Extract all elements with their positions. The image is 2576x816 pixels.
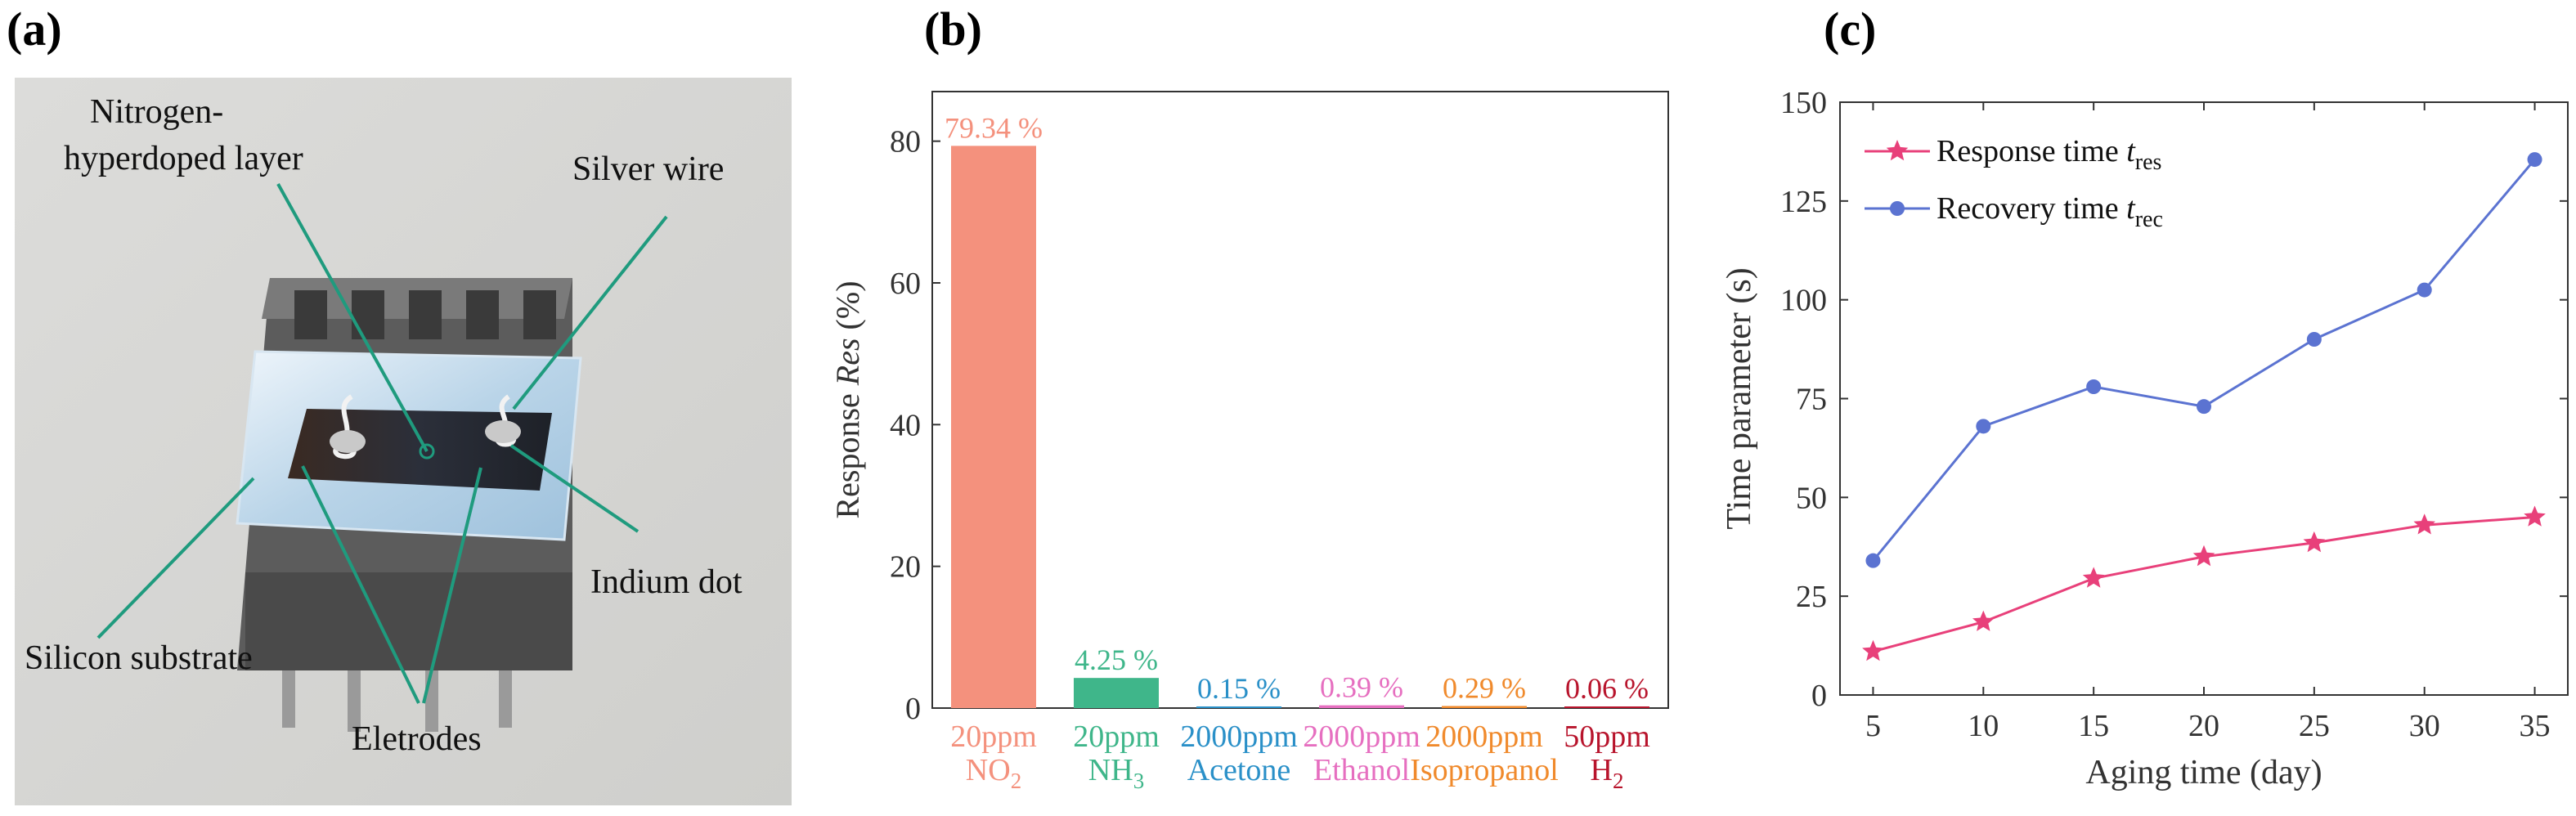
x-tick-label: 35	[2520, 709, 2551, 743]
x-tick-label: 30	[2409, 709, 2440, 743]
y-axis-label: Time parameter (s)	[1721, 267, 1758, 529]
series-res	[1862, 505, 2546, 661]
label-nitrogen-line2: hyperdoped layer	[64, 140, 303, 177]
category-label-line1: 2000ppm	[1180, 720, 1298, 754]
bar	[1442, 706, 1527, 708]
bar-value-label: 0.15 %	[1197, 672, 1281, 705]
panel-label-a: (a)	[7, 2, 62, 56]
star-marker	[2413, 513, 2435, 535]
legend-entry: Recovery time trec	[1936, 191, 2163, 232]
leader-nitrogen	[276, 183, 429, 452]
circle-marker	[2527, 152, 2542, 168]
bar	[1564, 706, 1649, 708]
y-tick-label: 60	[890, 267, 921, 301]
leader-silicon	[96, 477, 255, 639]
star-marker	[2192, 545, 2215, 567]
bar	[1196, 706, 1281, 708]
device-photo: Nitrogen- hyperdoped layer Silver wire I…	[15, 78, 792, 805]
category-label-line1: 50ppm	[1564, 720, 1650, 754]
x-tick-label: 25	[2299, 709, 2330, 743]
star-marker	[1862, 639, 1884, 661]
label-silver-wire: Silver wire	[572, 150, 724, 188]
y-tick-label: 20	[890, 550, 921, 585]
star-marker	[1886, 140, 1909, 161]
star-marker	[2303, 531, 2326, 553]
circle-marker	[1865, 553, 1881, 568]
y-tick-label: 125	[1780, 185, 1827, 219]
y-tick-label: 0	[1811, 679, 1827, 713]
bar	[951, 146, 1036, 709]
bar-value-label: 0.29 %	[1443, 671, 1526, 704]
label-silicon-substrate: Silicon substrate	[25, 639, 253, 677]
panel-b: (b) 0 20 40 60 80 Response Res (%) 79.34 % 20pp…	[818, 0, 1685, 812]
panel-c: (c) 0 25 50 75 100 125 150 5 10 15 20 25 30 35 Aging t…	[1685, 0, 2576, 812]
category-label-line2: H2	[1591, 753, 1624, 793]
indium-dot-left	[330, 430, 366, 453]
socket-pin	[499, 670, 512, 728]
panel-label-c: (c)	[1824, 2, 1877, 56]
category-label-line1: 20ppm	[1073, 720, 1160, 754]
y-tick-label: 25	[1796, 580, 1827, 614]
aging-time-line-chart: 0 25 50 75 100 125 150 5 10 15 20 25 30 35 Aging time …	[1721, 86, 2569, 791]
plot-frame	[931, 91, 1669, 709]
label-indium-dot: Indium dot	[590, 563, 743, 601]
x-tick-label: 10	[1968, 709, 1999, 743]
category-label-line2: Isopropanol	[1410, 753, 1559, 787]
category-label-line2: Acetone	[1187, 753, 1291, 787]
category-label-line2: Ethanol	[1313, 753, 1410, 787]
category-label-line1: 2000ppm	[1425, 720, 1543, 754]
y-tick-label: 75	[1796, 383, 1827, 417]
circle-marker	[2197, 399, 2211, 415]
category-label-line2: NO2	[966, 753, 1021, 793]
label-nitrogen-line1: Nitrogen-	[90, 93, 223, 131]
y-tick-label: 100	[1780, 284, 1827, 318]
y-tick-label: 80	[890, 125, 921, 159]
bar-value-label: 0.39 %	[1320, 671, 1403, 704]
circle-marker	[2306, 332, 2322, 347]
leader-electrode-2	[422, 467, 482, 704]
socket-pin	[348, 670, 361, 732]
category-label-line2: NH3	[1088, 753, 1144, 793]
indium-dot-right	[485, 420, 521, 443]
x-tick-label: 20	[2188, 709, 2219, 743]
leader-electrode-1	[301, 465, 420, 704]
circle-marker	[2417, 282, 2432, 298]
panel-a: (a)	[0, 0, 818, 812]
panel-label-b: (b)	[924, 2, 982, 56]
bar-value-label: 0.06 %	[1565, 672, 1649, 705]
series-line	[1873, 516, 2535, 653]
x-tick-label: 15	[2078, 709, 2109, 743]
bar	[1319, 705, 1404, 708]
circle-marker	[1976, 419, 1991, 434]
star-marker	[2524, 505, 2546, 527]
socket-pin	[282, 670, 295, 728]
leader-indium-dot	[509, 444, 640, 533]
category-label-line1: 20ppm	[950, 720, 1037, 754]
x-axis-label: Aging time (day)	[2085, 754, 2322, 791]
x-tick-label: 5	[1865, 709, 1881, 743]
series-rec	[1865, 152, 2542, 568]
bar	[1074, 678, 1159, 708]
leader-silver-wire	[512, 215, 668, 410]
y-tick-label: 50	[1796, 481, 1827, 515]
y-axis-label: Response Res (%)	[829, 280, 866, 518]
bar-value-label: 79.34 %	[945, 111, 1043, 144]
circle-marker	[2086, 379, 2102, 394]
category-label-line1: 2000ppm	[1303, 720, 1420, 754]
y-tick-label: 40	[890, 408, 921, 442]
y-tick-label: 0	[905, 692, 921, 726]
bar-value-label: 4.25 %	[1075, 643, 1158, 676]
legend-marker	[1890, 201, 1905, 216]
star-marker	[1972, 610, 1995, 631]
y-tick-label: 150	[1780, 86, 1827, 120]
legend-entry: Response time tres	[1936, 134, 2161, 175]
star-marker	[2082, 567, 2105, 588]
label-electrodes: Eletrodes	[352, 720, 482, 758]
